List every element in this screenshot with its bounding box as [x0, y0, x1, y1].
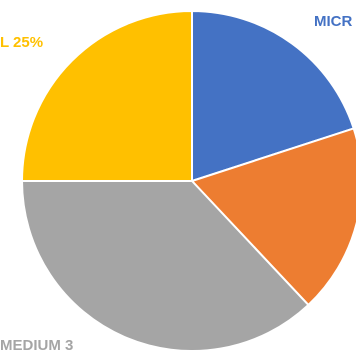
pie-data-label-3: L 25% [0, 34, 43, 51]
pie-slices [20, 9, 356, 350]
pie-data-label-2: MEDIUM 3 [0, 337, 73, 350]
pie-data-labels: MICR MEDIUM 3 L 25% [0, 13, 352, 350]
pie-slice-0 [191, 9, 355, 183]
pie-data-label-0: MICR [314, 13, 352, 30]
pie-slice-2 [20, 180, 310, 350]
pie-slice-1 [190, 127, 356, 307]
pie-slice-3 [20, 9, 193, 182]
